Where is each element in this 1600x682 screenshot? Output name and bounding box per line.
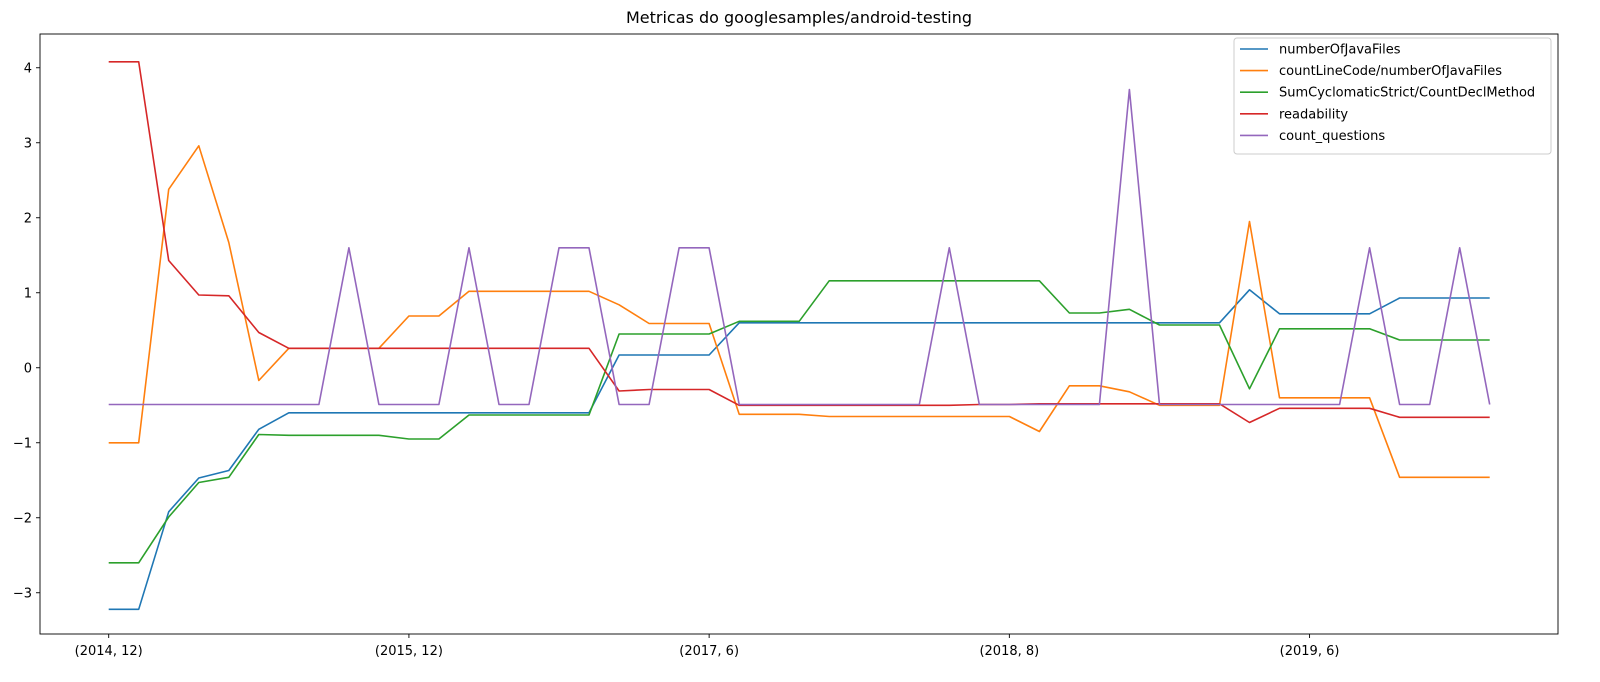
axes-frame (39, 33, 1559, 635)
y-tick-label: 4 (24, 61, 32, 76)
x-tick-label: (2014, 12) (75, 644, 143, 659)
y-tick-label: −1 (13, 436, 32, 451)
legend-label: readability (1279, 107, 1348, 122)
legend-label: numberOfJavaFiles (1279, 43, 1401, 58)
x-tick-label: (2017, 6) (679, 644, 739, 659)
y-tick-label: 1 (24, 286, 32, 301)
legend-label: countLineCode/numberOfJavaFiles (1279, 64, 1502, 79)
legend-label: count_questions (1279, 129, 1385, 144)
y-tick-label: 0 (24, 361, 32, 376)
legend-box (1233, 37, 1552, 155)
x-tick-label: (2015, 12) (375, 644, 443, 659)
x-tick-label: (2019, 6) (1280, 644, 1340, 659)
y-tick-label: −3 (13, 586, 32, 601)
legend-label: SumCyclomaticStrict/CountDeclMethod (1279, 86, 1535, 101)
legend: numberOfJavaFiles countLineCode/numberOfJ… (1233, 37, 1552, 155)
y-tick-label: 3 (24, 136, 32, 151)
plot-area: −3 −2 −1 0 1 2 3 4 (2014, 12) (2015, 12) (2017, 6)… (13, 33, 1559, 659)
series-line-numberOfJavaFiles (108, 288, 1490, 611)
y-tick-label: 2 (24, 211, 32, 226)
series-line-count_questions (108, 88, 1491, 406)
x-tick-label: (2018, 8) (979, 644, 1039, 659)
series-line-SumCyclomaticStrict/CountDeclMethod (108, 279, 1490, 564)
chart-title: Metricas do googlesamples/android-testin… (626, 8, 972, 27)
y-tick-label: −2 (13, 511, 32, 526)
series-line-countLineCode/numberOfJavaFiles (108, 145, 1490, 479)
